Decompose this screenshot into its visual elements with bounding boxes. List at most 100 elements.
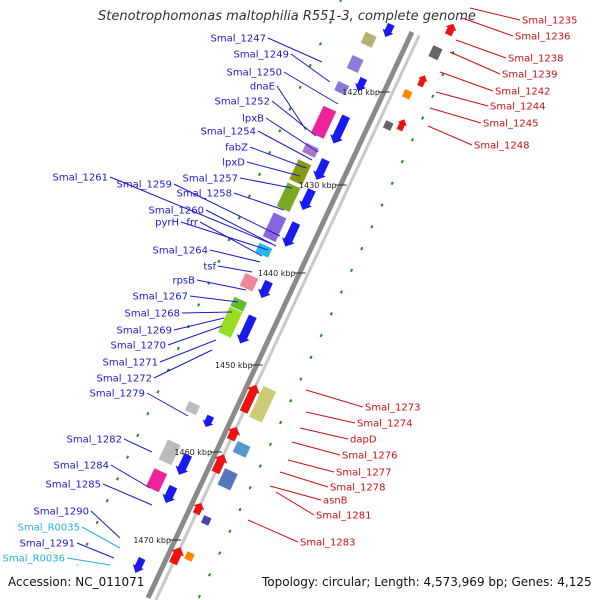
leader-frr xyxy=(199,221,263,257)
gene-label-smal-1258: Smal_1258 xyxy=(177,189,232,200)
leader-smal-1254 xyxy=(257,130,313,161)
forward-arrow-2 xyxy=(330,114,351,144)
gene-label-smal-1249: Smal_1249 xyxy=(234,50,289,61)
reverse-arrow-7 xyxy=(169,547,184,566)
leader-smal-r0036 xyxy=(66,557,111,566)
leader-dapd xyxy=(299,427,349,440)
gene-tile-right-6 xyxy=(200,515,212,526)
leader-smal-1264 xyxy=(209,249,261,263)
gene-tile-left-0 xyxy=(360,31,377,48)
gene-label-smal-1271: Smal_1271 xyxy=(103,358,158,369)
leader-dnae xyxy=(276,85,307,131)
leader-rpsb xyxy=(196,279,247,291)
leader-smal-1277 xyxy=(287,459,335,473)
gene-label-smal-1242: Smal_1242 xyxy=(495,87,550,98)
gene-label-smal-1257: Smal_1257 xyxy=(183,174,238,185)
gene-tile-right-0 xyxy=(428,45,443,61)
gene-tile-left-7 xyxy=(262,212,287,242)
forward-arrow-0 xyxy=(382,22,395,38)
leader-smal-1238 xyxy=(455,39,507,59)
forward-arrow-9 xyxy=(175,453,193,475)
gene-label-rpsb: rpsB xyxy=(172,276,195,287)
gene-label-fabz: fabZ xyxy=(225,143,248,154)
gene-label-smal-1239: Smal_1239 xyxy=(502,70,557,81)
leader-smal-1281 xyxy=(275,491,315,516)
leader-smal-1245 xyxy=(429,107,482,124)
genome-title: Stenotrophomonas maltophilia R551-3, com… xyxy=(98,9,476,24)
reverse-arrow-3 xyxy=(239,384,260,414)
leader-smal-1273 xyxy=(305,389,364,408)
leader-smal-1236 xyxy=(461,17,514,37)
leader-smal-1291 xyxy=(76,542,115,559)
kbp-marker-5: 1470 kbp xyxy=(133,536,171,545)
leader-smal-1248 xyxy=(427,125,473,146)
gene-tile-left-1 xyxy=(346,55,364,73)
gene-label-smal-1248: Smal_1248 xyxy=(474,141,529,152)
leader-smal-1283 xyxy=(247,519,299,543)
gene-label-smal-1250: Smal_1250 xyxy=(227,68,282,79)
gene-label-smal-1281: Smal_1281 xyxy=(316,511,371,522)
gene-label-smal-r0036: Smal_R0036 xyxy=(3,554,65,565)
leader-smal-1244 xyxy=(435,91,489,107)
gene-label-dapd: dapD xyxy=(350,435,377,446)
topology-label: Topology: circular; Length: 4,573,969 bp… xyxy=(262,575,592,589)
gene-tile-left-12 xyxy=(184,401,200,416)
gene-label-smal-1260: Smal_1260 xyxy=(149,206,204,217)
leader-smal-1250 xyxy=(283,71,339,105)
gene-tile-left-2 xyxy=(334,81,350,96)
gene-label-smal-1290: Smal_1290 xyxy=(34,507,89,518)
leader-asnb xyxy=(269,485,322,501)
gene-label-smal-1270: Smal_1270 xyxy=(111,341,166,352)
right-tick-track xyxy=(196,51,455,600)
leader-smal-1247 xyxy=(267,37,323,63)
leader-smal-1267 xyxy=(189,295,239,303)
gene-label-smal-1276: Smal_1276 xyxy=(342,451,397,462)
gene-tile-left-8 xyxy=(255,242,273,258)
leader-smal-1239 xyxy=(449,51,501,75)
gene-label-smal-1291: Smal_1291 xyxy=(20,539,75,550)
gene-tile-left-5 xyxy=(289,159,312,186)
leader-smal-1260 xyxy=(205,209,277,247)
leader-smal-1269 xyxy=(173,317,225,331)
gene-label-asnb: asnB xyxy=(323,496,348,507)
gene-tile-left-13 xyxy=(158,439,181,466)
gene-label-dnae: dnaE xyxy=(250,82,275,93)
gene-tile-left-11 xyxy=(218,306,243,338)
gene-label-lpxd: lpxD xyxy=(222,158,245,169)
gene-tile-right-4 xyxy=(232,440,251,458)
leader-smal-1270 xyxy=(167,325,223,346)
gene-label-smal-1236: Smal_1236 xyxy=(515,32,570,43)
gene-tile-right-7 xyxy=(184,551,195,562)
reverse-arrow-1 xyxy=(417,75,428,88)
forward-arrow-10 xyxy=(162,484,178,504)
forward-arrow-8 xyxy=(202,414,215,427)
leader-smal-1268 xyxy=(181,311,233,314)
leader-smal-1282 xyxy=(123,438,153,453)
gene-label-smal-1268: Smal_1268 xyxy=(125,309,180,320)
gene-label-tsf: tsf xyxy=(203,262,216,273)
leader-smal-1257 xyxy=(239,177,293,189)
reverse-arrow-2 xyxy=(396,119,407,132)
leader-fabz xyxy=(249,146,307,169)
gene-label-lpxb: lpxB xyxy=(242,114,264,125)
forward-arrow-5 xyxy=(282,221,301,247)
leader-smal-1261 xyxy=(109,176,273,245)
reverse-arrow-6 xyxy=(192,502,205,516)
gene-label-smal-1238: Smal_1238 xyxy=(508,54,563,65)
gene-tile-left-4 xyxy=(302,142,319,158)
gene-label-smal-1285: Smal_1285 xyxy=(46,480,101,491)
gene-label-smal-1279: Smal_1279 xyxy=(90,389,145,400)
leader-tsf xyxy=(217,265,253,273)
leader-smal-1284 xyxy=(110,464,151,489)
gene-tile-left-14 xyxy=(146,468,168,493)
leader-lpxd xyxy=(246,161,301,177)
gene-tile-right-3 xyxy=(249,385,277,423)
backbone-shadow xyxy=(154,34,421,600)
leader-smal-1290 xyxy=(90,510,121,539)
gene-label-frr: frr xyxy=(186,218,198,229)
reverse-arrow-4 xyxy=(226,427,241,442)
gene-label-smal-1267: Smal_1267 xyxy=(133,292,188,303)
gene-label-smal-1247: Smal_1247 xyxy=(211,34,266,45)
gene-label-smal-1273: Smal_1273 xyxy=(365,403,420,414)
gene-label-smal-1269: Smal_1269 xyxy=(117,326,172,337)
